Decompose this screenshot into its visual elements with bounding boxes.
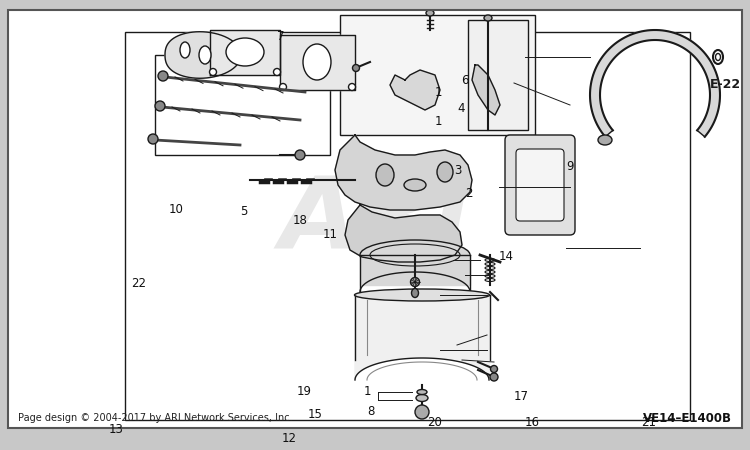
- Ellipse shape: [180, 42, 190, 58]
- Text: 5: 5: [240, 205, 248, 218]
- Text: ARI: ARI: [279, 171, 471, 269]
- Ellipse shape: [426, 10, 434, 16]
- Text: 22: 22: [131, 277, 146, 290]
- Text: 1: 1: [435, 86, 442, 99]
- Text: 8: 8: [368, 405, 375, 418]
- Text: 13: 13: [109, 423, 124, 436]
- Bar: [125, 32, 690, 420]
- Ellipse shape: [148, 134, 158, 144]
- Bar: [340, 15, 535, 135]
- Text: 4: 4: [458, 102, 465, 114]
- Text: 19: 19: [296, 385, 311, 398]
- Polygon shape: [390, 70, 440, 110]
- Ellipse shape: [226, 38, 264, 66]
- Ellipse shape: [417, 390, 427, 395]
- Text: 3: 3: [454, 165, 461, 177]
- Polygon shape: [590, 30, 720, 137]
- Ellipse shape: [415, 405, 429, 419]
- Text: 20: 20: [427, 417, 442, 429]
- Bar: [468, 20, 528, 130]
- Text: 18: 18: [292, 214, 308, 227]
- Ellipse shape: [295, 150, 305, 160]
- Text: 9: 9: [566, 160, 574, 173]
- Text: 1: 1: [435, 115, 442, 128]
- Text: VE14–E1400B: VE14–E1400B: [643, 411, 732, 424]
- Text: 6: 6: [461, 75, 469, 87]
- Ellipse shape: [158, 71, 168, 81]
- Text: 2: 2: [465, 187, 472, 200]
- Ellipse shape: [490, 365, 497, 373]
- Ellipse shape: [598, 135, 612, 145]
- Ellipse shape: [274, 68, 280, 76]
- Polygon shape: [345, 205, 462, 262]
- Ellipse shape: [437, 162, 453, 182]
- Ellipse shape: [355, 289, 490, 301]
- Text: 12: 12: [281, 432, 296, 445]
- Ellipse shape: [410, 278, 419, 287]
- Text: 11: 11: [322, 228, 338, 240]
- Text: 17: 17: [514, 390, 529, 402]
- Ellipse shape: [155, 101, 165, 111]
- Ellipse shape: [360, 240, 470, 270]
- Text: 7: 7: [278, 30, 285, 42]
- Polygon shape: [280, 35, 355, 90]
- Ellipse shape: [412, 288, 419, 297]
- Ellipse shape: [280, 84, 286, 90]
- Text: 15: 15: [308, 408, 322, 420]
- Ellipse shape: [199, 46, 211, 64]
- Polygon shape: [210, 30, 280, 75]
- Bar: [155, 55, 330, 155]
- FancyBboxPatch shape: [505, 135, 575, 235]
- Polygon shape: [335, 135, 472, 210]
- Ellipse shape: [490, 373, 498, 381]
- Polygon shape: [472, 65, 500, 115]
- Ellipse shape: [303, 44, 331, 80]
- Text: 16: 16: [525, 417, 540, 429]
- Polygon shape: [165, 32, 241, 78]
- Text: E-22: E-22: [710, 78, 741, 91]
- Ellipse shape: [484, 15, 492, 21]
- Text: 14: 14: [499, 250, 514, 263]
- Ellipse shape: [416, 395, 428, 401]
- Text: 10: 10: [169, 203, 184, 216]
- Text: Page design © 2004-2017 by ARI Network Services, Inc.: Page design © 2004-2017 by ARI Network S…: [18, 413, 292, 423]
- Ellipse shape: [404, 179, 426, 191]
- Ellipse shape: [349, 84, 355, 90]
- Text: 1: 1: [364, 385, 371, 398]
- FancyBboxPatch shape: [516, 149, 564, 221]
- Text: 21: 21: [641, 417, 656, 429]
- Polygon shape: [355, 295, 490, 380]
- Ellipse shape: [376, 164, 394, 186]
- Ellipse shape: [209, 68, 217, 76]
- Ellipse shape: [352, 64, 359, 72]
